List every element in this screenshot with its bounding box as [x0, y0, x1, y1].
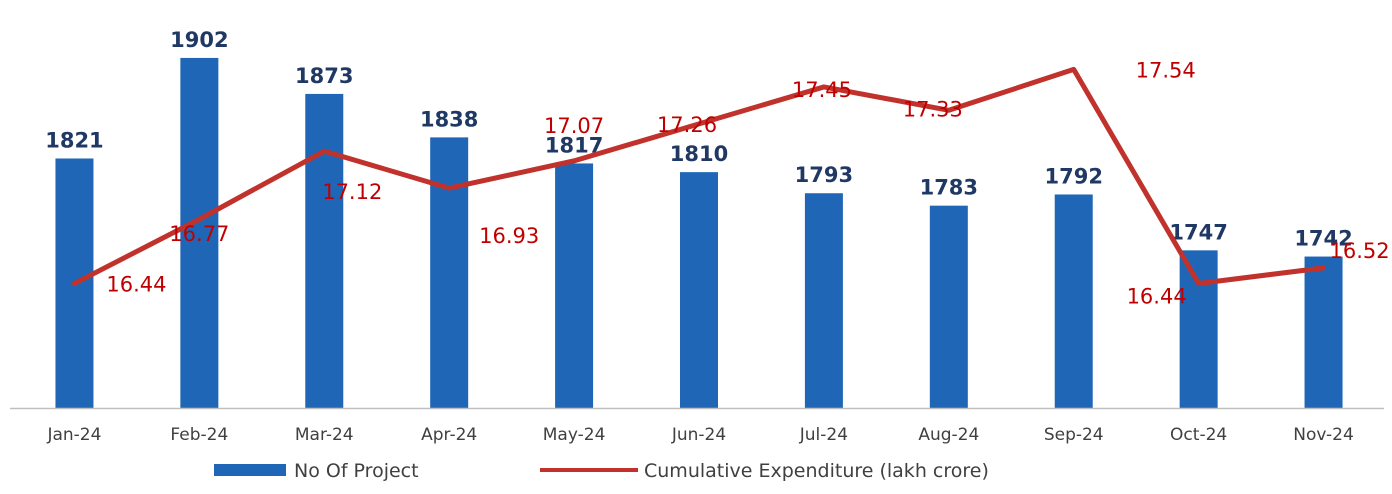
bar-Aug-24 — [929, 205, 968, 408]
legend-label-bars: No Of Project — [294, 460, 419, 482]
line-value-label: 16.44 — [106, 272, 166, 296]
bar-Mar-24 — [305, 93, 344, 409]
line-value-label: 17.12 — [322, 180, 382, 204]
legend-label-line: Cumulative Expenditure (lakh crore) — [644, 460, 989, 482]
expenditure-line — [71, 66, 1327, 286]
bar-Jun-24 — [680, 172, 718, 408]
bar-value-label: 1747 — [1169, 220, 1227, 244]
bar-value-label: 1792 — [1045, 164, 1103, 188]
line-value-label: 16.44 — [1127, 284, 1187, 308]
bar-Sep-24 — [1054, 194, 1093, 408]
bar-value-label: 1742 — [1294, 227, 1352, 251]
bar-Apr-24 — [430, 137, 469, 408]
x-tick-label: Jun-24 — [671, 425, 726, 445]
bar-value-label: 1902 — [170, 28, 228, 52]
line-value-label: 16.52 — [1329, 239, 1389, 263]
bar-Nov-24 — [1304, 256, 1343, 408]
x-tick-label: Jul-24 — [799, 425, 848, 445]
x-tick-label: Sep-24 — [1044, 425, 1104, 445]
bar-value-label: 1783 — [920, 176, 978, 200]
bar-value-label: 1838 — [420, 107, 478, 131]
line-value-label: 16.93 — [479, 224, 539, 248]
line-value-label: 17.07 — [544, 114, 604, 138]
x-tick-label: Nov-24 — [1293, 425, 1354, 445]
line-value-label: 17.26 — [657, 113, 717, 137]
line-value-label: 17.33 — [903, 97, 963, 121]
bar-Jul-24 — [804, 193, 843, 408]
line-value-label: 17.54 — [1136, 58, 1196, 82]
bar-value-label: 1810 — [670, 142, 728, 166]
x-tick-label: Oct-24 — [1170, 425, 1227, 445]
line-value-label: 16.77 — [169, 222, 229, 246]
bar-value-label: 1821 — [45, 128, 103, 152]
x-tick-label: Feb-24 — [170, 425, 228, 445]
bar-value-label: 1793 — [795, 163, 853, 187]
x-tick-label: May-24 — [543, 425, 606, 445]
legend-swatch-bars — [214, 464, 286, 476]
line-value-label: 17.45 — [792, 78, 852, 102]
x-tick-label: Apr-24 — [421, 425, 477, 445]
x-tick-label: Mar-24 — [295, 425, 354, 445]
bar-Feb-24 — [180, 57, 219, 409]
x-tick-label: Aug-24 — [918, 425, 979, 445]
bar-Oct-24 — [1179, 250, 1218, 408]
bar-value-label: 1873 — [295, 64, 353, 88]
x-tick-label: Jan-24 — [46, 425, 101, 445]
bar-May-24 — [555, 163, 594, 408]
